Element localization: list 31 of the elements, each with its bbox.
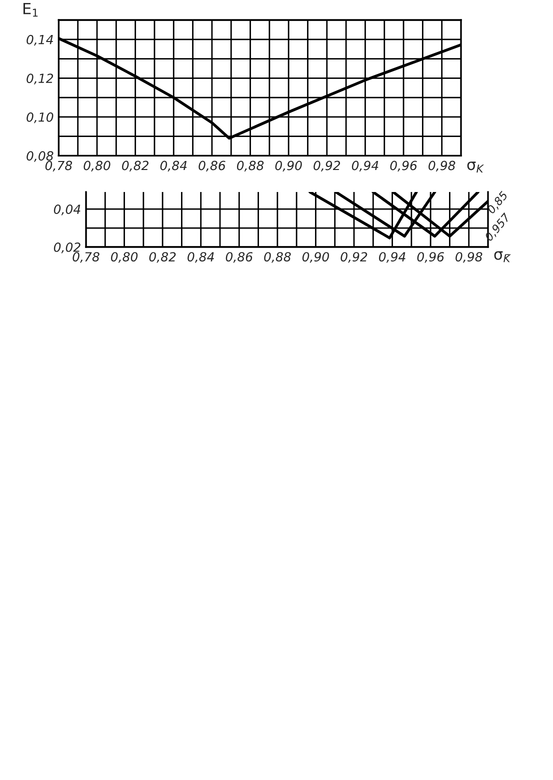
x-tick-label: 0,92 [314, 160, 340, 172]
x-tick-label: 0,94 [378, 252, 406, 263]
x-tick-label: 0,80 [84, 160, 110, 172]
x-tick-label: 0,80 [110, 252, 138, 263]
y-tick-label: 0,02 [54, 242, 80, 254]
x-tick-label: 0,90 [275, 160, 302, 172]
x-tick-label: 0,94 [352, 160, 378, 172]
x-axis-title: σ$_{K}$ [467, 162, 484, 172]
x-tick-label: 0,86 [226, 252, 253, 263]
x-tick-label: 0,88 [236, 160, 264, 172]
y-tick-label: 0,08 [26, 151, 54, 162]
x-tick-label: 0,98 [428, 160, 456, 172]
y-tick-label: 0,10 [26, 112, 54, 124]
x-tick-label: 0,78 [45, 160, 72, 172]
x-tick-label: 0,82 [122, 160, 148, 172]
x-tick-label: 0,82 [149, 252, 176, 263]
x-tick-label: 0,86 [198, 160, 226, 172]
x-axis-title: σ$_{K̄}$ [494, 251, 511, 262]
x-tick-label: 0,96 [417, 252, 444, 263]
y-tick-label: 0,12 [26, 74, 54, 84]
y-tick-label: 0,14 [26, 34, 53, 46]
x-tick-label: 0,90 [302, 252, 329, 263]
x-tick-label: 0,84 [188, 252, 214, 263]
x-tick-label: 0,84 [160, 160, 187, 172]
x-tick-label: 0,92 [340, 252, 368, 263]
x-tick-label: 0,96 [390, 160, 417, 172]
x-tick-label: 0,78 [72, 252, 100, 263]
x-tick-label: 0,98 [456, 252, 482, 263]
x-tick-label: 0,88 [264, 252, 291, 263]
y-axis-title: E$_{1}$ [23, 2, 38, 17]
y-tick-label: 0,04 [54, 204, 80, 216]
